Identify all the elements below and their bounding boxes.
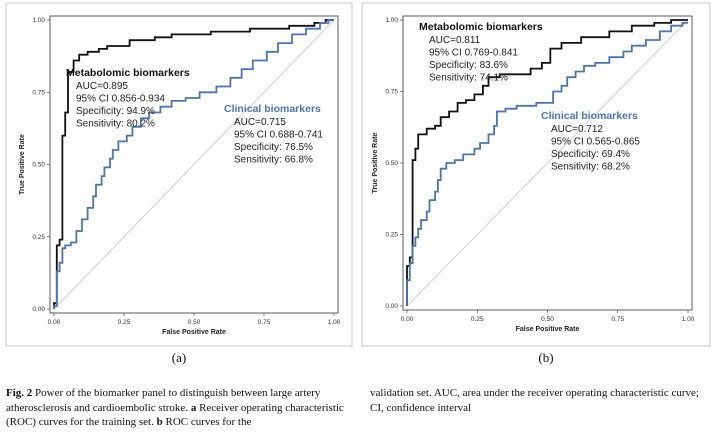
metabolomic-stat-line-a: 95% CI 0.856-0.934 [76, 94, 165, 105]
diagonal-reference-b [406, 19, 689, 307]
caption-left: Fig. 2 Power of the biomarker panel to d… [6, 386, 350, 430]
metabolomic-stat-line-b: AUC=0.811 [429, 35, 481, 46]
metabolomic-stat-line-a: Sensitivity: 80.2% [76, 119, 155, 130]
x-tick-label-b: 1.00 [682, 316, 695, 323]
y-tick-label-b: 0.25 [385, 232, 398, 239]
clinical-roc-curve-a [53, 19, 334, 309]
y-tick-label-a: 0.75 [32, 89, 45, 96]
x-tick-label-a: 1.00 [328, 319, 341, 326]
y-tick-label-b: 0.75 [385, 89, 398, 96]
caption-right: validation set. AUC, area under the rece… [370, 387, 699, 414]
caption-b-text: ROC curves for the [165, 416, 252, 428]
panel-b: 0.00 0.25 0.50 0.75 1.00 0.00 0.25 0.50 0.75 1.00… [361, 2, 711, 365]
clinical-stat-line-b: Specificity: 69.4% [551, 149, 630, 160]
panel-label-a: (a) [172, 350, 186, 365]
metabolomic-stat-line-b: Sensitivity: 74.1% [429, 73, 508, 84]
clinical-stat-line-a: Sensitivity: 66.8% [234, 155, 313, 166]
y-tick-label-a: 0.50 [32, 162, 45, 169]
caption-fig-label: Fig. 2 [6, 387, 33, 399]
roc-plot-b: 0.00 0.25 0.50 0.75 1.00 0.00 0.25 0.50 0.75 1.00… [372, 15, 695, 333]
y-tick-label-a: 0.25 [32, 234, 45, 241]
y-tick-label-b: 0.50 [385, 160, 398, 167]
x-tick-label-b: 0.25 [471, 316, 484, 323]
x-tick-label-a: 0.50 [188, 319, 201, 326]
panel-b-border [361, 2, 711, 347]
y-tick-label-a: 0.00 [32, 306, 45, 313]
clinical-legend-title-a: Clinical biomarkers [224, 103, 321, 115]
caption-a-letter: a [190, 401, 197, 414]
clinical-stat-line-b: Sensitivity: 68.2% [551, 162, 630, 173]
x-tick-label-a: 0.25 [118, 319, 131, 326]
x-tick-label-b: 0.00 [401, 316, 414, 323]
clinical-legend-title-b: Clinical biomarkers [541, 110, 638, 122]
x-tick-label-b: 0.50 [541, 316, 554, 323]
caption-a-text: Receiver operating characteristic (ROC) … [6, 401, 344, 429]
y-axis-title-a: True Positive Rate [19, 134, 26, 195]
metabolomic-legend-title-b: Metabolomic biomarkers [419, 21, 543, 33]
roc-plot-a: 0.00 0.25 0.50 0.75 1.00 0.00 0.25 0.50 0.75 1.00… [19, 15, 341, 336]
clinical-stat-line-a: 95% CI 0.688-0.741 [234, 130, 323, 141]
metabolomic-roc-curve-a [53, 19, 334, 309]
y-tick-label-b: 0.00 [385, 303, 398, 310]
x-tick-label-b: 0.75 [611, 316, 624, 323]
x-tick-label-a: 0.00 [48, 319, 61, 326]
x-tick-label-a: 0.75 [258, 319, 271, 326]
clinical-roc-curve-b [406, 22, 688, 306]
panel-a-border [5, 2, 353, 347]
diagonal-reference-a [53, 19, 335, 310]
caption-b-letter: b [156, 416, 163, 428]
y-tick-label-b: 1.00 [385, 17, 398, 24]
clinical-stat-line-b: 95% CI 0.565-0.865 [551, 137, 640, 148]
clinical-stat-line-a: Specificity: 76.5% [234, 142, 313, 153]
metabolomic-stat-line-a: AUC=0.895 [76, 81, 128, 92]
metabolomic-legend-title-a: Metabolomic biomarkers [66, 67, 190, 79]
panel-label-b: (b) [538, 350, 553, 365]
clinical-stat-line-a: AUC=0.715 [234, 117, 286, 128]
metabolomic-roc-curve-b [406, 19, 688, 306]
x-axis-title-b: False Positive Rate [516, 326, 580, 333]
y-tick-label-a: 1.00 [32, 17, 45, 24]
metabolomic-stat-line-b: Specificity: 83.6% [429, 60, 508, 71]
caption-left-text: Power of the biomarker panel to distingu… [6, 387, 321, 414]
metabolomic-stat-line-a: Specificity: 94.9% [76, 106, 155, 117]
clinical-stat-line-b: AUC=0.712 [551, 124, 603, 135]
metabolomic-stat-line-b: 95% CI 0.769-0.841 [429, 48, 518, 59]
y-axis-title-b: True Positive Rate [372, 133, 379, 194]
x-axis-title-a: False Positive Rate [162, 329, 226, 336]
panel-a: 0.00 0.25 0.50 0.75 1.00 0.00 0.25 0.50 0.75 1.00… [5, 2, 353, 365]
